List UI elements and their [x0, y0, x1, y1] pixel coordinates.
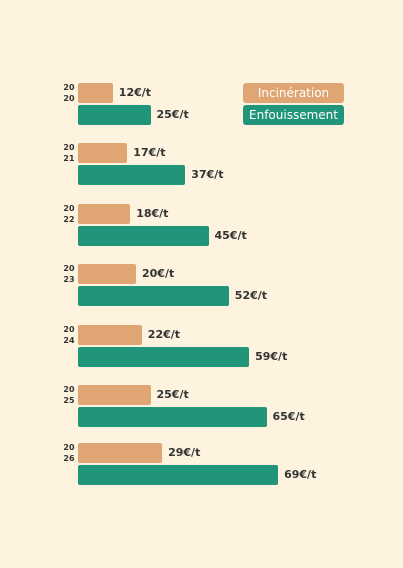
- value-label-incineration-2025: 25€/t: [156, 388, 189, 401]
- value-label-enfouissement-2024: 59€/t: [255, 350, 288, 363]
- value-label-enfouissement-2023: 52€/t: [234, 289, 268, 302]
- bar-enfouissement-2022: [78, 226, 209, 246]
- bar-enfouissement-2021: [78, 165, 186, 185]
- year-label-2024: 2024: [63, 325, 75, 345]
- legend-item-enfouissement: Enfouissement: [243, 105, 344, 125]
- year-label-2023: 2023: [63, 264, 75, 284]
- bar-enfouissement-2024: [78, 347, 250, 367]
- bar-enfouissement-2026: [78, 465, 279, 485]
- year-label-2020: 2020: [63, 83, 75, 103]
- bar-incineration-2022: [78, 204, 131, 224]
- value-label-enfouissement-2020: 25€/t: [156, 108, 189, 121]
- year-label-2026: 2026: [63, 443, 75, 463]
- bar-enfouissement-2020: [78, 105, 151, 125]
- value-label-incineration-2022: 18€/t: [136, 207, 169, 220]
- value-label-enfouissement-2022: 45€/t: [214, 229, 247, 242]
- value-label-incineration-2021: 17€/t: [133, 146, 166, 159]
- value-label-incineration-2024: 22€/t: [147, 328, 181, 341]
- bar-incineration-2021: [78, 143, 128, 163]
- bar-enfouissement-2025: [78, 407, 267, 427]
- year-label-2021: 2021: [63, 143, 75, 163]
- bar-incineration-2025: [78, 385, 151, 405]
- value-label-incineration-2023: 20€/t: [142, 267, 175, 280]
- year-label-2025: 2025: [63, 385, 75, 405]
- bar-incineration-2024: [78, 325, 142, 345]
- bar-incineration-2020: [78, 83, 113, 103]
- value-label-enfouissement-2025: 65€/t: [272, 410, 305, 423]
- bar-enfouissement-2023: [78, 286, 229, 306]
- value-label-enfouissement-2026: 69€/t: [284, 468, 317, 481]
- value-label-incineration-2026: 29€/t: [168, 446, 201, 459]
- bar-incineration-2023: [78, 264, 136, 284]
- legend-item-incineration: Incinération: [243, 83, 344, 103]
- bar-incineration-2026: [78, 443, 163, 463]
- year-label-2022: 2022: [63, 204, 75, 224]
- value-label-incineration-2020: 12€/t: [118, 86, 152, 99]
- value-label-enfouissement-2021: 37€/t: [191, 168, 224, 181]
